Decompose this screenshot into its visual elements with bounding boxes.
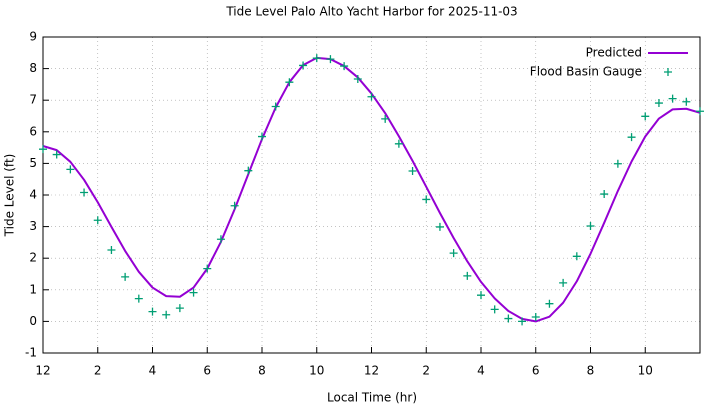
data-point	[244, 166, 253, 175]
y-tick-label: 8	[29, 61, 37, 75]
data-point	[422, 195, 431, 204]
data-point	[435, 222, 444, 231]
y-tick-label: 0	[29, 314, 37, 328]
x-tick-label: 10	[309, 364, 324, 378]
data-point	[189, 288, 198, 297]
data-point	[175, 304, 184, 313]
legend-swatch	[664, 68, 672, 76]
data-point	[52, 150, 61, 159]
y-tick-label: 9	[29, 30, 37, 44]
data-point	[518, 317, 527, 326]
data-point	[381, 114, 390, 123]
data-point	[394, 139, 403, 148]
x-tick-label: 4	[149, 364, 157, 378]
data-point	[559, 278, 568, 287]
data-point	[477, 291, 485, 300]
data-point	[600, 190, 609, 199]
data-point	[66, 165, 75, 174]
x-tick-label: 6	[532, 364, 540, 378]
x-tick-label: 12	[364, 364, 379, 378]
legend-label: Predicted	[586, 46, 642, 60]
data-point	[408, 166, 417, 175]
y-tick-label: 1	[29, 282, 37, 296]
chart-title: Tide Level Palo Alto Yacht Harbor for 20…	[225, 5, 517, 19]
y-tick-label: 7	[29, 93, 37, 107]
data-point	[230, 201, 239, 210]
data-point	[340, 62, 349, 71]
data-point	[39, 145, 47, 154]
data-point	[572, 252, 581, 261]
data-point	[353, 75, 362, 84]
data-point	[312, 54, 321, 63]
data-point	[490, 305, 499, 314]
data-point	[449, 249, 458, 258]
data-point	[134, 294, 143, 303]
data-point	[682, 97, 691, 106]
data-point	[367, 92, 376, 101]
data-point	[531, 312, 540, 321]
data-point	[162, 310, 171, 319]
data-point	[504, 314, 513, 323]
y-axis-label: Tide Level (ft)	[3, 154, 17, 238]
data-point	[696, 107, 704, 116]
x-tick-label: 10	[638, 364, 653, 378]
data-point	[216, 235, 225, 244]
data-point	[258, 132, 266, 141]
y-tick-label: 2	[29, 251, 37, 265]
y-tick-label: 5	[29, 156, 37, 170]
x-tick-label: 2	[94, 364, 102, 378]
data-point	[148, 307, 157, 316]
x-tick-label: 8	[258, 364, 266, 378]
x-tick-label: 12	[35, 364, 50, 378]
data-point	[107, 245, 116, 254]
y-tick-label: 4	[29, 188, 37, 202]
data-point	[271, 102, 280, 111]
data-point	[654, 99, 663, 108]
data-point	[668, 94, 677, 103]
data-point	[93, 216, 102, 225]
data-point	[121, 272, 130, 281]
x-tick-label: 6	[203, 364, 211, 378]
legend-label: Flood Basin Gauge	[530, 65, 642, 79]
x-tick-label: 8	[587, 364, 595, 378]
data-point	[299, 61, 308, 70]
data-point	[627, 133, 636, 142]
data-point	[641, 112, 650, 121]
x-tick-label: 2	[422, 364, 430, 378]
data-point	[203, 264, 212, 273]
y-tick-label: -1	[25, 346, 37, 360]
data-point	[586, 221, 595, 230]
data-point	[545, 299, 554, 308]
plot-border	[42, 36, 701, 354]
x-tick-label: 4	[477, 364, 485, 378]
data-point	[463, 271, 472, 280]
y-tick-label: 3	[29, 219, 37, 233]
data-point	[326, 55, 335, 64]
x-axis-label: Local Time (hr)	[327, 391, 417, 405]
data-point	[613, 159, 622, 168]
y-tick-label: 6	[29, 124, 37, 138]
data-point	[80, 188, 89, 197]
data-point	[285, 78, 294, 87]
